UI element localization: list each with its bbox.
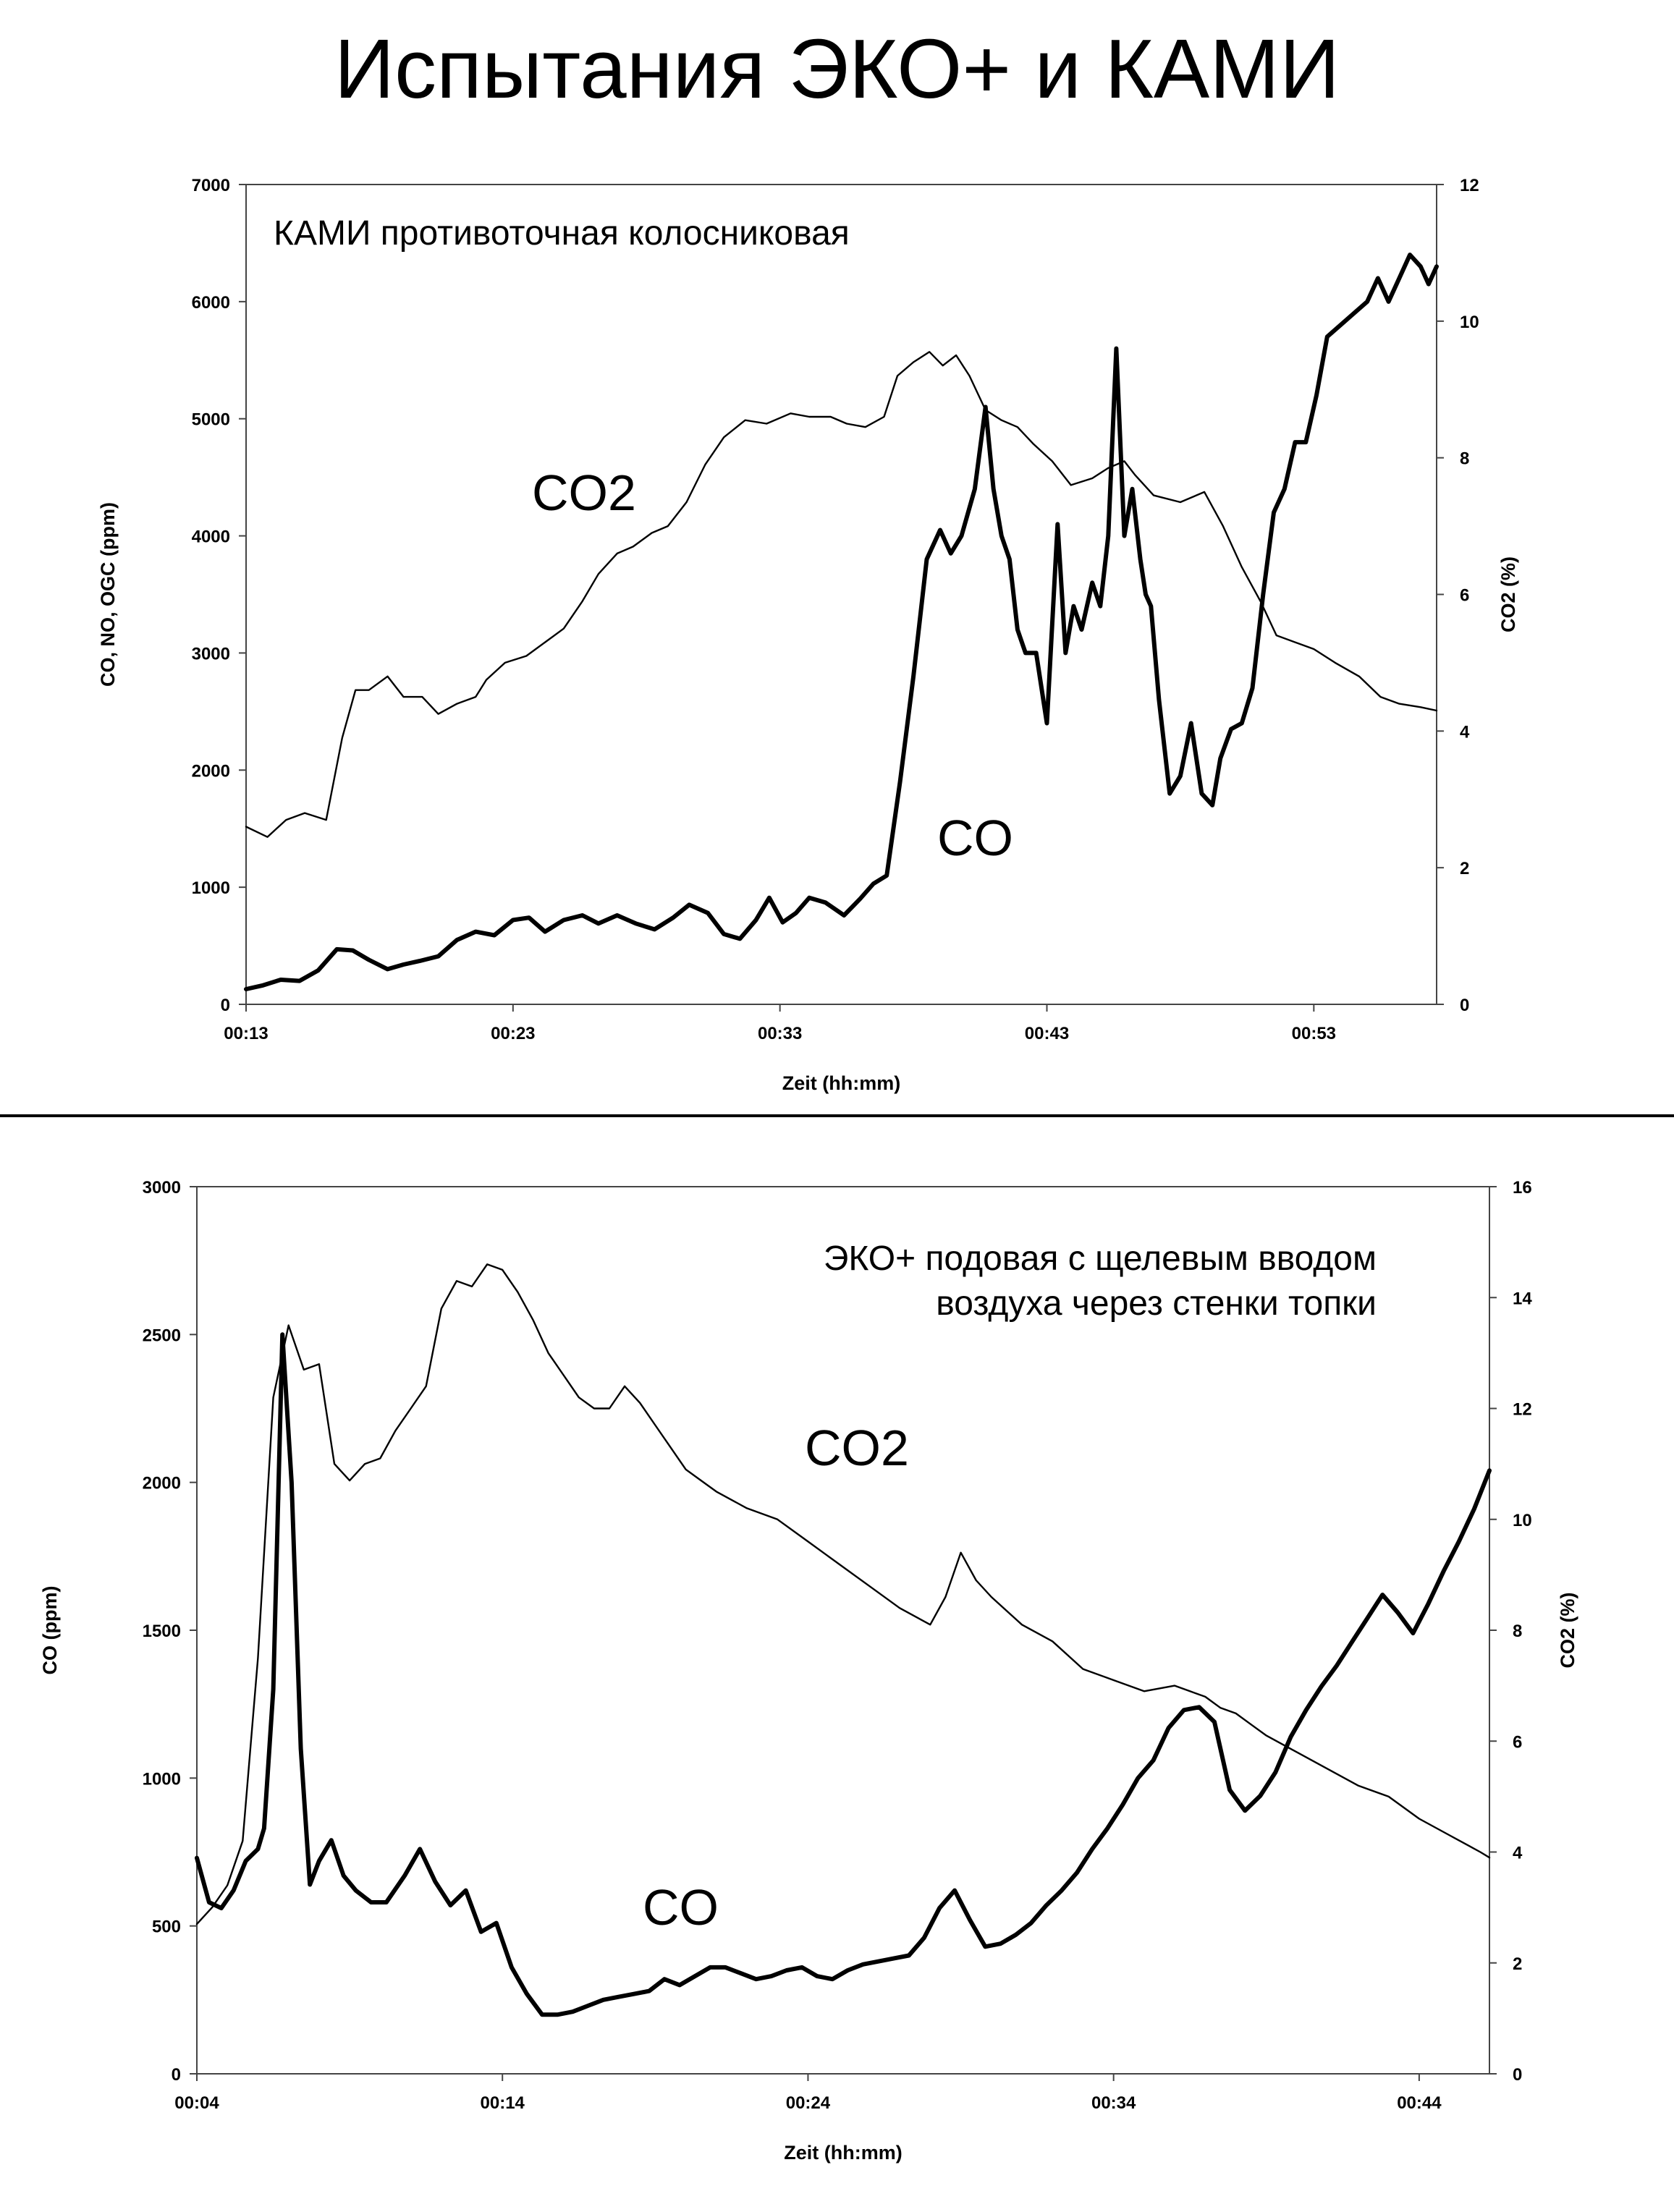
y-left-axis-label: CO (ppm): [39, 1586, 61, 1675]
y-right-tick-label: 0: [1513, 2065, 1522, 2085]
y-right-tick-label: 10: [1460, 313, 1479, 332]
y-right-tick-label: 12: [1460, 176, 1479, 195]
x-tick-label: 00:33: [758, 1024, 802, 1043]
series-label-co: CO: [937, 810, 1013, 866]
y-right-tick-label: 0: [1460, 996, 1469, 1015]
x-tick-label: 00:04: [174, 2093, 219, 2113]
y-right-tick-label: 14: [1513, 1289, 1532, 1308]
y-right-axis-label: CO2 (%): [1497, 556, 1519, 632]
x-axis-label: Zeit (hh:mm): [782, 1072, 900, 1094]
y-left-tick-label: 5000: [192, 410, 230, 430]
y-left-tick-label: 1500: [143, 1622, 181, 1641]
plot-frame-1: [245, 184, 1437, 1005]
y-left-tick-label: 3000: [192, 644, 230, 664]
y-left-tick-label: 7000: [192, 176, 230, 195]
y-right-tick-label: 4: [1513, 1844, 1523, 1863]
y-left-tick-label: 0: [172, 2065, 181, 2085]
y-right-tick-label: 10: [1513, 1511, 1532, 1530]
x-tick-label: 00:43: [1025, 1024, 1069, 1043]
chart-annotation: КАМИ противоточная колосниковая: [274, 214, 850, 253]
y-right-tick-label: 8: [1460, 449, 1469, 469]
series-line-co: [195, 1332, 1492, 2017]
y-left-tick-label: 1000: [192, 878, 230, 898]
y-left-tick-label: 4000: [192, 527, 230, 547]
chart-annotation: ЭКО+ подовая с щелевым вводом: [824, 1240, 1377, 1278]
x-tick-label: 00:24: [786, 2093, 831, 2113]
y-left-tick-label: 6000: [192, 293, 230, 313]
chart-divider: [0, 1114, 1674, 1117]
y-right-tick-label: 6: [1513, 1732, 1522, 1752]
series-line-co2: [195, 1263, 1491, 1925]
x-tick-label: 00:44: [1397, 2093, 1442, 2113]
y-right-tick-label: 6: [1460, 586, 1469, 606]
series-label-co2: CO2: [805, 1420, 909, 1476]
y-left-tick-label: 2500: [143, 1326, 181, 1345]
y-left-tick-label: 1000: [143, 1769, 181, 1789]
y-left-tick-label: 2000: [192, 761, 230, 781]
x-tick-label: 00:14: [481, 2093, 525, 2113]
x-axis-label: Zeit (hh:mm): [784, 2142, 902, 2164]
y-right-tick-label: 2: [1513, 1954, 1522, 1974]
y-right-tick-label: 4: [1460, 722, 1470, 742]
x-tick-label: 00:13: [224, 1024, 268, 1043]
y-left-tick-label: 3000: [143, 1178, 181, 1198]
x-tick-label: 00:34: [1091, 2093, 1136, 2113]
x-tick-label: 00:53: [1292, 1024, 1336, 1043]
y-right-tick-label: 16: [1513, 1178, 1532, 1198]
series-line-co2: [245, 351, 1438, 838]
y-left-tick-label: 2000: [143, 1474, 181, 1493]
x-tick-label: 00:23: [491, 1024, 535, 1043]
y-left-axis-label: CO, NO, OGC (ppm): [97, 502, 119, 687]
y-right-tick-label: 2: [1460, 859, 1469, 878]
y-left-tick-label: 0: [221, 996, 230, 1015]
y-right-tick-label: 8: [1513, 1622, 1522, 1641]
y-left-tick-label: 500: [152, 1918, 181, 1937]
y-right-axis-label: CO2 (%): [1557, 1592, 1578, 1668]
series-line-co: [244, 253, 1439, 991]
series-label-co2: CO2: [532, 465, 636, 521]
y-right-tick-label: 12: [1513, 1400, 1532, 1420]
chart-annotation: воздуха через стенки топки: [936, 1284, 1377, 1323]
page-title: Испытания ЭКО+ и КАМИ: [334, 22, 1340, 116]
series-label-co: CO: [643, 1879, 719, 1936]
